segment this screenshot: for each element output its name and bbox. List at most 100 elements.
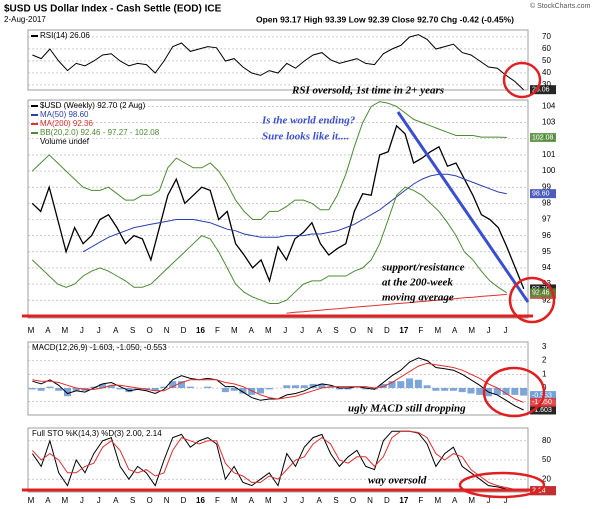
histogram-bar: [142, 388, 150, 390]
x-tick-label: A: [249, 496, 255, 505]
y-tick-label: 95: [542, 247, 551, 256]
x-tick-label: A: [316, 326, 322, 335]
x-tick-label: S: [130, 326, 135, 335]
annotation-shapes: RSI oversold, 1st time in 2+ years Is the…: [22, 61, 556, 499]
series-line: [31, 124, 525, 290]
legend-entry: RSI(14) 26.06: [40, 31, 90, 40]
x-tick-label: J: [283, 496, 287, 505]
last-value-box: [530, 189, 556, 199]
y-tick-label: 2: [542, 356, 547, 365]
x-tick-label: J: [283, 326, 287, 335]
histogram-bar: [134, 388, 142, 390]
legend-entry: $USD (Weekly) 92.70 (2 Aug): [40, 101, 146, 110]
y-tick-label: 104: [542, 102, 556, 111]
highlight-circle: [508, 276, 556, 324]
histogram-bar: [116, 388, 124, 390]
annotation: way oversold: [368, 475, 427, 487]
legend-entry: MA(200) 92.36: [40, 119, 93, 128]
histogram-bar: [72, 388, 80, 391]
histogram-bar: [379, 383, 387, 389]
legend-label: MACD(12,26,9) -1.603, -1.050, -0.553: [32, 343, 167, 352]
panel-frame: [27, 341, 529, 416]
histogram-bar: [493, 388, 501, 395]
credit: © StockCharts.com: [530, 2, 591, 10]
series-line: [32, 362, 524, 403]
last-value-box: [530, 132, 556, 142]
x-tick-label: J: [97, 496, 101, 505]
series-line: [286, 293, 507, 314]
x-tick-label: O: [350, 326, 356, 335]
y-tick-label: 100: [542, 166, 556, 175]
x-tick-label: 17: [399, 326, 408, 335]
x-tick-label: M: [265, 326, 272, 335]
x-tick-label: D: [384, 326, 390, 335]
histogram-bar: [46, 386, 54, 389]
x-tick-label: A: [45, 326, 51, 335]
last-value-box: [530, 405, 556, 415]
histogram-bar: [230, 388, 238, 391]
histogram-bar: [248, 388, 256, 395]
histogram-bar: [520, 388, 528, 396]
y-tick-label: 1: [542, 369, 547, 378]
y-tick-label: 101: [542, 150, 556, 159]
x-tick-label: J: [487, 326, 491, 335]
histogram-bar: [239, 388, 247, 394]
x-tick-label: J: [504, 326, 508, 335]
x-tick-label: A: [249, 326, 255, 335]
x-tick-label: F: [215, 496, 220, 505]
histogram-bar: [300, 385, 308, 389]
histogram-bar: [256, 388, 264, 394]
y-tick-label: 99: [542, 182, 551, 191]
annotation: RSI oversold, 1st time in 2+ years: [291, 85, 444, 97]
histogram-bar: [388, 381, 396, 389]
legend-entry: MA(50) 98.60: [40, 110, 89, 119]
histogram-bar: [37, 388, 45, 391]
series-line: [31, 186, 508, 304]
series-line: [32, 34, 524, 91]
x-tick-label: N: [164, 496, 170, 505]
histogram-bar: [397, 381, 405, 389]
histogram-bar: [476, 388, 484, 395]
annotation: Sure looks like it....: [262, 131, 349, 143]
last-value-label: -0.553: [532, 392, 552, 399]
x-tick-label: M: [231, 326, 238, 335]
histogram-bar: [370, 388, 378, 390]
last-value-box: [530, 486, 556, 496]
histogram-bar: [467, 388, 475, 394]
y-tick-label: 92: [542, 295, 551, 304]
series-line: [31, 430, 524, 492]
annotation: support/resistance: [381, 262, 465, 274]
histogram-bar: [502, 388, 510, 395]
x-tick-label: M: [28, 496, 35, 505]
y-tick-label: 80: [542, 436, 551, 445]
histogram-bar: [283, 385, 291, 389]
last-value-label: 92.46: [532, 290, 550, 297]
x-tick-label: S: [333, 326, 338, 335]
x-tick-label: N: [367, 496, 373, 505]
histogram-bar: [265, 388, 273, 390]
trend-line: [396, 111, 530, 303]
date: 2-Aug-2017: [4, 15, 46, 24]
x-tick-label: J: [504, 496, 508, 505]
legend-label: Full STO %K(14,3) %D(3) 2.00, 2.14: [32, 429, 162, 438]
highlight-circle: [458, 471, 546, 499]
histogram-bar: [90, 386, 98, 389]
x-tick-label: 16: [196, 326, 205, 335]
histogram-bar: [169, 381, 177, 389]
x-tick-label: M: [434, 496, 441, 505]
series-line: [31, 101, 507, 220]
x-tick-label: J: [300, 496, 304, 505]
histogram-bar: [335, 388, 343, 390]
legend-entry: BB(20,2.0) 92.46 - 97.27 - 102.08: [40, 128, 160, 137]
series-line: [32, 430, 524, 492]
histogram-bar: [221, 388, 229, 393]
y-tick-label: 3: [542, 342, 547, 351]
x-tick-label: S: [130, 496, 135, 505]
x-tick-label: D: [181, 326, 187, 335]
x-tick-label: J: [487, 496, 491, 505]
x-tick-label: M: [62, 496, 69, 505]
x-tick-label: D: [181, 496, 187, 505]
histogram-bar: [160, 386, 168, 389]
histogram-bar: [99, 383, 107, 389]
